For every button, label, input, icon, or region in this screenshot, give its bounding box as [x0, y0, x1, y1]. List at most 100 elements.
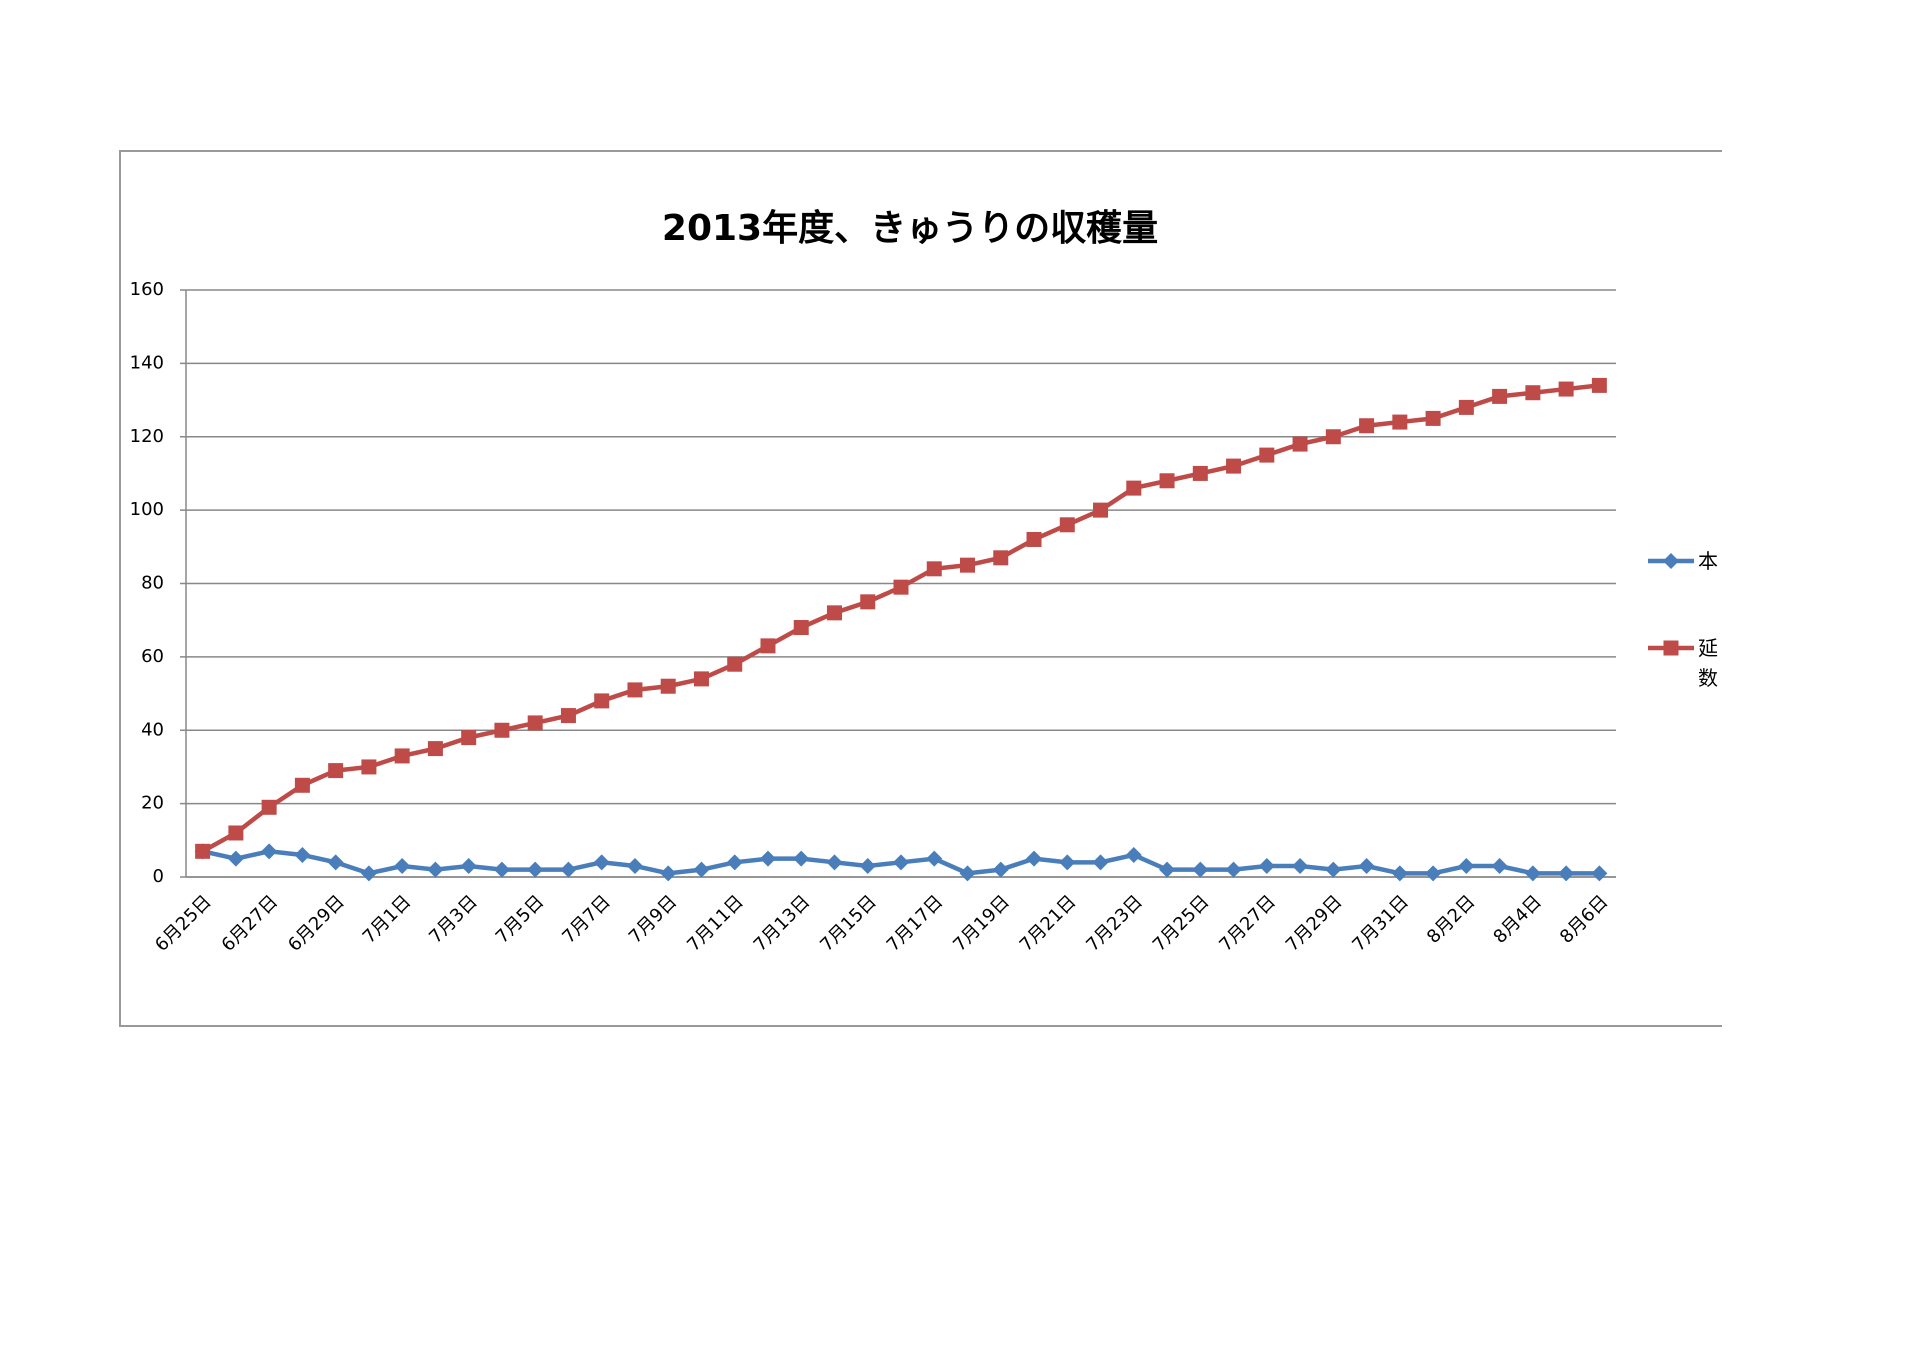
x-tick-label: 6月29日 [284, 891, 349, 956]
point [1524, 865, 1541, 882]
chart: 2013年度、きゅうりの収穫量 0 20 40 60 80 100 120 140 160 6月2… [130, 208, 1694, 956]
point [1425, 865, 1442, 882]
y-tick-label: 60 [141, 646, 164, 667]
point [1425, 410, 1441, 426]
point [1392, 414, 1408, 430]
series-line [201, 383, 1600, 854]
point [960, 557, 976, 573]
point [826, 854, 843, 871]
x-tick-label: 7月5日 [492, 891, 549, 948]
point [1225, 861, 1242, 878]
y-tick-label: 140 [130, 352, 164, 373]
point [1359, 418, 1375, 434]
x-tick-label: 7月31日 [1348, 891, 1413, 956]
point [560, 861, 577, 878]
x-tick-label: 8月2日 [1423, 891, 1480, 948]
point [1192, 465, 1208, 481]
point [593, 854, 610, 871]
point [394, 748, 410, 764]
point [327, 854, 344, 871]
point [1558, 865, 1575, 882]
point [461, 730, 477, 746]
point [1558, 381, 1574, 397]
x-tick-label: 6月27日 [218, 891, 283, 956]
point [793, 620, 809, 636]
point [527, 861, 544, 878]
point [1492, 388, 1508, 404]
point [1591, 377, 1607, 393]
point [493, 861, 510, 878]
legend-label: 延数 [1698, 636, 1718, 690]
x-tick-label: 7月21日 [1016, 891, 1081, 956]
point [1325, 861, 1342, 878]
point [394, 857, 411, 874]
point [1591, 865, 1608, 882]
point [992, 861, 1009, 878]
point [1126, 480, 1142, 496]
point [793, 850, 810, 867]
point [660, 865, 677, 882]
point [594, 693, 610, 709]
point [826, 605, 842, 621]
x-tick-label: 7月23日 [1082, 891, 1147, 956]
y-tick-label: 100 [130, 499, 164, 520]
y-tick-label: 0 [153, 866, 164, 887]
point [361, 759, 377, 775]
point [195, 843, 211, 859]
point [1192, 861, 1209, 878]
point [893, 579, 909, 595]
x-tick-label: 7月11日 [683, 891, 748, 956]
legend-marker [1663, 640, 1679, 656]
point [560, 708, 576, 724]
point [360, 865, 377, 882]
point [294, 777, 310, 793]
point [959, 865, 976, 882]
point [227, 850, 244, 867]
point [1159, 861, 1176, 878]
point [993, 550, 1009, 566]
y-tick-label: 160 [130, 279, 164, 300]
point [328, 763, 344, 779]
y-tick-label: 80 [141, 573, 164, 594]
y-tick-label: 20 [141, 793, 164, 814]
point [1026, 531, 1042, 547]
point [427, 861, 444, 878]
point [893, 854, 909, 871]
point [1059, 854, 1076, 871]
point [1458, 857, 1475, 874]
point [294, 846, 311, 863]
point [1458, 399, 1474, 415]
point [1325, 429, 1341, 445]
legend-label: 本 [1698, 549, 1718, 573]
point [427, 741, 443, 757]
x-tick-label: 7月1日 [359, 891, 416, 948]
point [494, 722, 510, 738]
point [1292, 436, 1308, 452]
point [626, 857, 643, 874]
x-tick-label: 8月4日 [1489, 891, 1546, 948]
point [1525, 385, 1541, 401]
x-tick-label: 7月17日 [883, 891, 948, 956]
point [660, 678, 676, 694]
y-tick-label: 120 [130, 426, 164, 447]
point [1258, 857, 1275, 874]
x-tick-label: 7月25日 [1149, 891, 1214, 956]
point [1125, 846, 1142, 863]
x-tick-label: 7月3日 [425, 891, 482, 948]
point [759, 850, 776, 867]
point [1226, 458, 1242, 474]
x-tick-label: 8月6日 [1556, 891, 1613, 948]
x-tick-label: 7月27日 [1215, 891, 1280, 956]
point [1059, 517, 1075, 533]
point [859, 857, 876, 874]
x-tick-label: 7月9日 [625, 891, 682, 948]
point [760, 638, 776, 654]
point [693, 671, 709, 687]
x-tick-label: 7月15日 [816, 891, 881, 956]
point [1491, 857, 1508, 874]
point [1092, 854, 1109, 871]
legend-marker [1663, 553, 1679, 569]
y-tick-label: 40 [141, 719, 164, 740]
point [1358, 857, 1375, 874]
